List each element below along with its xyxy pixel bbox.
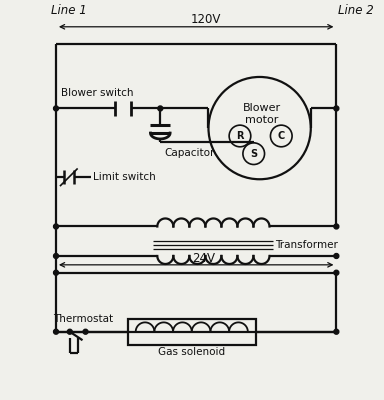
- Text: C: C: [278, 131, 285, 141]
- Circle shape: [334, 254, 339, 258]
- Text: motor: motor: [245, 115, 278, 125]
- Text: Capacitor: Capacitor: [164, 148, 215, 158]
- Text: Thermostat: Thermostat: [53, 314, 113, 324]
- Circle shape: [83, 329, 88, 334]
- Circle shape: [53, 224, 58, 229]
- Circle shape: [53, 106, 58, 111]
- Text: Limit switch: Limit switch: [93, 172, 156, 182]
- Circle shape: [67, 329, 72, 334]
- Circle shape: [334, 224, 339, 229]
- Circle shape: [334, 270, 339, 275]
- Text: Line 2: Line 2: [338, 4, 374, 17]
- Bar: [128, 319, 256, 344]
- Circle shape: [334, 329, 339, 334]
- Circle shape: [158, 106, 163, 111]
- Text: Line 1: Line 1: [51, 4, 87, 17]
- Circle shape: [334, 106, 339, 111]
- Text: Blower: Blower: [243, 104, 281, 114]
- Text: Blower switch: Blower switch: [61, 88, 133, 98]
- Circle shape: [53, 254, 58, 258]
- Text: 24V: 24V: [192, 252, 215, 265]
- Text: R: R: [236, 131, 244, 141]
- Circle shape: [53, 329, 58, 334]
- Text: Gas solenoid: Gas solenoid: [158, 348, 225, 358]
- Text: Transformer: Transformer: [275, 240, 338, 250]
- Text: S: S: [250, 149, 257, 159]
- Text: 120V: 120V: [191, 13, 221, 26]
- Circle shape: [53, 270, 58, 275]
